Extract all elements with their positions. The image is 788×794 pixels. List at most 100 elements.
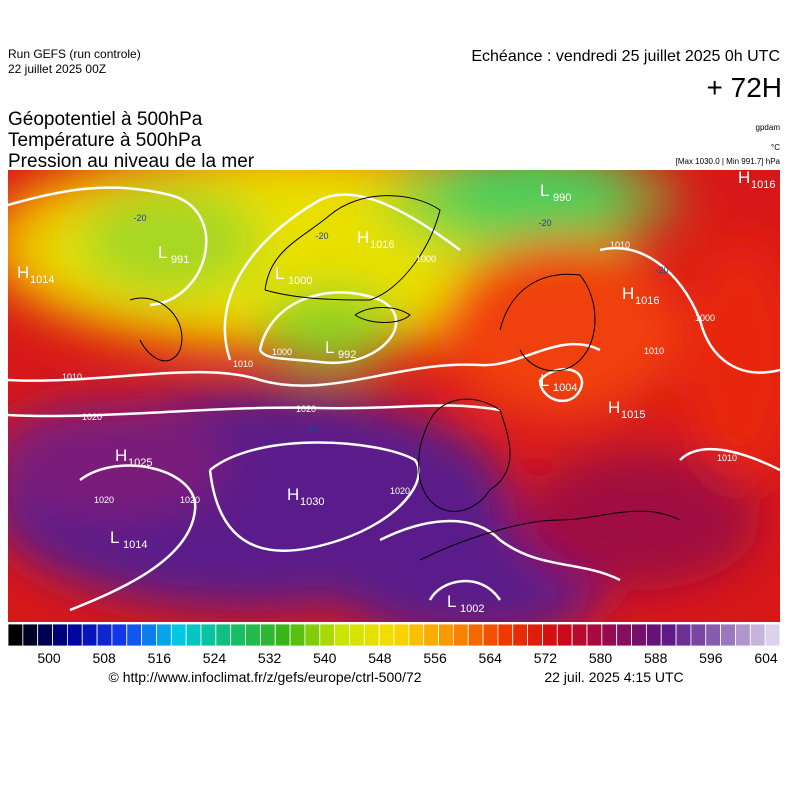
colorbar-tick-label: 580	[589, 650, 613, 666]
colorbar-box	[631, 623, 647, 647]
center-value: 992	[338, 349, 356, 361]
center-value: 1030	[300, 496, 324, 508]
colorbar-box	[126, 623, 143, 647]
colorbar-box	[438, 623, 454, 647]
center-value: 1014	[30, 274, 54, 286]
isobar-label: 1010	[233, 359, 253, 369]
colorbar-box	[156, 623, 172, 647]
colorbar-box	[378, 623, 395, 647]
isobar-label: 1020	[180, 495, 200, 505]
pressure-center: H 1015	[608, 398, 645, 421]
unit: gpdam	[756, 123, 781, 132]
colorbar-box	[527, 623, 543, 647]
field: Pression au niveau de la mer	[8, 151, 255, 172]
colorbar-box	[423, 623, 439, 647]
pressure-center: L 992	[325, 338, 356, 361]
center-value: 1016	[370, 239, 394, 251]
center-type: H	[287, 485, 299, 504]
colorbar-box	[7, 623, 24, 647]
colorbar-box	[111, 623, 128, 647]
colorbar-box	[245, 623, 261, 647]
colorbar-box	[230, 623, 246, 647]
center-type: H	[357, 228, 369, 247]
isobar-label: 1020	[82, 412, 102, 422]
center-value: 1004	[553, 382, 577, 394]
temp-label: -20	[655, 265, 668, 275]
isobar-label: 1010	[717, 453, 737, 463]
colorbar-box	[497, 623, 514, 647]
isobar-label: 1000	[695, 313, 715, 323]
colorbar-box	[319, 623, 336, 647]
colorbar-box	[96, 623, 113, 647]
pressure-center: L 991	[158, 243, 189, 266]
colorbar-box	[512, 623, 529, 647]
colorbar-box	[304, 623, 321, 647]
colorbar-box	[349, 623, 365, 647]
run-date: 22 juillet 2025 00Z	[8, 62, 106, 76]
colorbar-box	[660, 623, 677, 647]
center-value: 990	[553, 192, 571, 204]
colorbar-tick-label: 508	[92, 650, 116, 666]
colorbar-box	[141, 623, 157, 647]
colorbar-box	[467, 623, 484, 647]
colorbar-tick-label: 564	[479, 650, 503, 666]
colorbar-box	[185, 623, 202, 647]
date: 22 juil. 2025 4:15 UTC	[544, 669, 683, 685]
pressure-center: H 1014	[17, 263, 54, 286]
center-type: L	[540, 181, 549, 200]
center-type: H	[17, 263, 29, 282]
center-type: L	[158, 243, 167, 262]
colorbar-tick-label: 540	[313, 650, 337, 666]
colorbar-box	[556, 623, 573, 647]
colorbar-tick-label: 524	[203, 650, 227, 666]
temp-label: -20	[538, 218, 551, 228]
colorbar-box	[735, 623, 751, 647]
source: © http://www.infoclimat.fr/z/gefs/europe…	[108, 669, 421, 685]
isobar-label: 1020	[296, 404, 316, 414]
isobar-label: 1010	[610, 240, 630, 250]
isobar-label: 1020	[390, 486, 410, 496]
temp-label: -20	[133, 213, 146, 223]
run: Run GEFS (run controle)	[8, 47, 141, 61]
center-type: H	[115, 446, 127, 465]
colorbar-box	[408, 623, 425, 647]
colorbar-box	[22, 623, 39, 647]
center-value: 1016	[635, 295, 659, 307]
colorbar-box	[66, 623, 83, 647]
colorbar-box	[749, 623, 766, 647]
colorbar-box	[215, 623, 232, 647]
center-value: 1014	[123, 539, 147, 551]
pressure-center: L 1004	[540, 371, 577, 394]
center-type: L	[540, 371, 549, 390]
center-value: 1016	[751, 179, 775, 191]
pressure-center: L 990	[540, 181, 571, 204]
colorbar-tick-label: 556	[423, 650, 447, 666]
colorbar-box	[764, 623, 781, 647]
colorbar-tick-label: 604	[754, 650, 778, 666]
colorbar-tick-label: 596	[699, 650, 723, 666]
center-type: H	[622, 284, 634, 303]
colorbar-box	[334, 623, 350, 647]
field: Température à 500hPa	[8, 130, 202, 151]
colorbar-tick-label: 500	[37, 650, 61, 666]
colorbar-box	[274, 623, 291, 647]
pressure-center: L 1014	[110, 528, 147, 551]
center-value: 1000	[288, 275, 312, 287]
center-type: H	[608, 398, 620, 417]
center-type: L	[447, 592, 456, 611]
isobars	[8, 186, 780, 612]
pressure-center: L 1002	[447, 592, 484, 615]
colorbar-box	[705, 623, 722, 647]
center-type: L	[110, 528, 119, 547]
colorbar-box	[601, 623, 618, 647]
colorbar-box	[616, 623, 632, 647]
echeance: Echéance : vendredi 25 juillet 2025 0h U…	[471, 48, 780, 65]
colorbar-box	[720, 623, 736, 647]
colorbar-box	[675, 623, 692, 647]
colorbar-box	[170, 623, 187, 647]
pressure-center: H 1030	[287, 485, 324, 508]
colorbar-box	[645, 623, 662, 647]
colorbar-tick-label: 516	[148, 650, 172, 666]
center-value: 1015	[621, 409, 645, 421]
